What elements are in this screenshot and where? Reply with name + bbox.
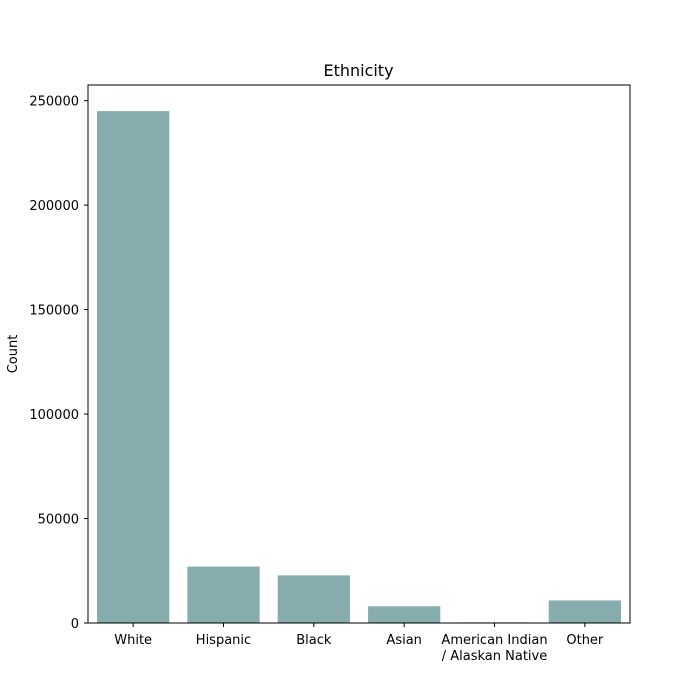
x-tick-label: American Indian / Alaskan Native xyxy=(441,633,547,664)
plot-frame xyxy=(87,84,631,624)
bar-hispanic xyxy=(187,566,260,623)
y-tick-label: 0 xyxy=(71,617,79,632)
y-tick-label: 100000 xyxy=(29,408,79,423)
bar-black xyxy=(277,575,350,623)
x-tick-label: Asian xyxy=(386,633,421,648)
bar-other xyxy=(548,600,621,623)
bar-white xyxy=(97,111,170,624)
y-axis-label: Count xyxy=(6,335,21,374)
x-tick-label: Other xyxy=(566,633,604,648)
y-tick-label: 150000 xyxy=(29,304,79,319)
bar-asian xyxy=(368,606,441,623)
bars-group xyxy=(97,111,621,624)
y-tick-label: 50000 xyxy=(38,513,79,528)
y-axis: 0 50000 100000 150000 200000 250000 xyxy=(29,95,88,632)
x-tick-label: Black xyxy=(296,633,332,648)
x-tick-label: White xyxy=(114,633,152,648)
x-axis: White Hispanic Black Asian American Indian / … xyxy=(114,623,604,664)
x-tick-label: Hispanic xyxy=(196,633,251,648)
chart-title: Ethnicity xyxy=(323,61,393,80)
y-tick-label: 200000 xyxy=(29,199,79,214)
y-tick-label: 250000 xyxy=(29,95,79,110)
